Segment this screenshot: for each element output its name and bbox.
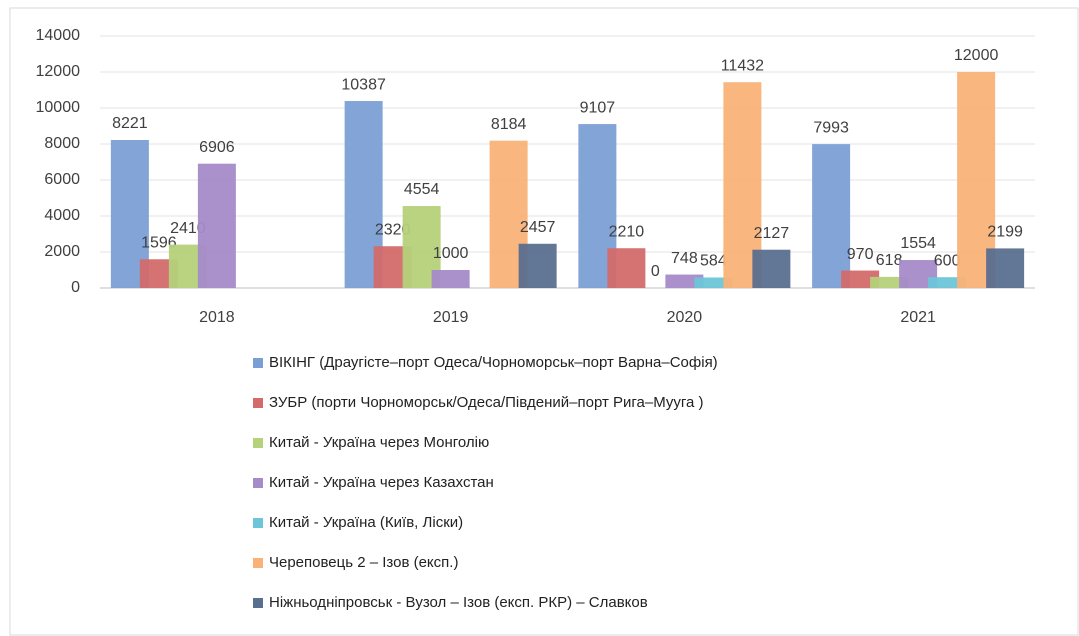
bar xyxy=(694,277,733,288)
bar xyxy=(841,270,880,288)
bar xyxy=(197,163,236,288)
legend-label: Ніжньодніпровськ - Вузол – Ізов (експ. Р… xyxy=(269,594,648,611)
data-label: 2210 xyxy=(609,223,645,240)
data-label: 2457 xyxy=(520,219,556,236)
y-tick-label: 10000 xyxy=(36,99,81,116)
data-label: 584 xyxy=(700,253,727,270)
x-tick-label: 2019 xyxy=(433,309,469,326)
data-label: 2127 xyxy=(754,225,790,242)
data-label: 1596 xyxy=(141,234,177,251)
data-label: 970 xyxy=(847,246,874,263)
x-tick-label: 2021 xyxy=(900,309,936,326)
bar xyxy=(607,248,646,288)
data-label: 2320 xyxy=(375,221,411,238)
y-tick-label: 6000 xyxy=(44,171,80,188)
bar xyxy=(928,277,967,288)
data-label: 1554 xyxy=(900,235,936,252)
data-label: 7993 xyxy=(813,119,849,136)
data-label: 0 xyxy=(651,263,660,280)
y-tick-label: 14000 xyxy=(36,27,81,44)
data-label: 10387 xyxy=(341,76,386,93)
legend-swatch xyxy=(253,478,263,488)
legend-label: ЗУБР (порти Чорноморськ/Одеса/Південий–п… xyxy=(269,394,704,411)
data-label: 2199 xyxy=(987,224,1023,241)
y-tick-label: 0 xyxy=(71,279,80,296)
y-tick-label: 12000 xyxy=(36,63,81,80)
y-tick-label: 8000 xyxy=(44,135,80,152)
legend-swatch xyxy=(253,438,263,448)
data-label: 1000 xyxy=(433,245,469,262)
legend-label: Китай - Україна через Казахстан xyxy=(269,474,494,491)
x-tick-label: 2018 xyxy=(199,309,235,326)
bar xyxy=(518,243,557,288)
legend-label: Череповець 2 – Ізов (експ.) xyxy=(269,554,458,571)
legend-label: Китай - Україна (Київ, Ліски) xyxy=(269,514,463,531)
data-label: 11432 xyxy=(721,57,764,74)
data-label: 2410 xyxy=(170,220,206,237)
data-label: 618 xyxy=(876,252,903,269)
data-label: 9107 xyxy=(580,99,616,116)
data-label: 4554 xyxy=(404,181,440,198)
legend-swatch xyxy=(253,598,263,608)
chart-frame xyxy=(9,7,1079,636)
x-tick-label: 2020 xyxy=(667,309,703,326)
y-tick-label: 2000 xyxy=(44,243,80,260)
bar xyxy=(665,274,704,288)
y-tick-label: 4000 xyxy=(44,207,80,224)
legend-swatch xyxy=(253,518,263,528)
data-label: 12000 xyxy=(954,47,999,64)
data-label: 6906 xyxy=(199,139,235,156)
bar xyxy=(870,276,909,288)
legend-label: Китай - Україна через Монголію xyxy=(269,434,489,451)
bar xyxy=(812,144,851,288)
legend-swatch xyxy=(253,558,263,568)
legend-swatch xyxy=(253,398,263,408)
bar xyxy=(752,249,791,288)
data-label: 8184 xyxy=(491,116,527,133)
data-label: 748 xyxy=(671,250,698,267)
data-label: 600 xyxy=(934,252,961,269)
bar xyxy=(431,270,470,288)
legend-label: ВІКІНГ (Драугісте–порт Одеса/Чорноморськ… xyxy=(269,354,718,371)
data-label: 8221 xyxy=(112,115,148,132)
legend-swatch xyxy=(253,358,263,368)
bar xyxy=(986,248,1025,288)
